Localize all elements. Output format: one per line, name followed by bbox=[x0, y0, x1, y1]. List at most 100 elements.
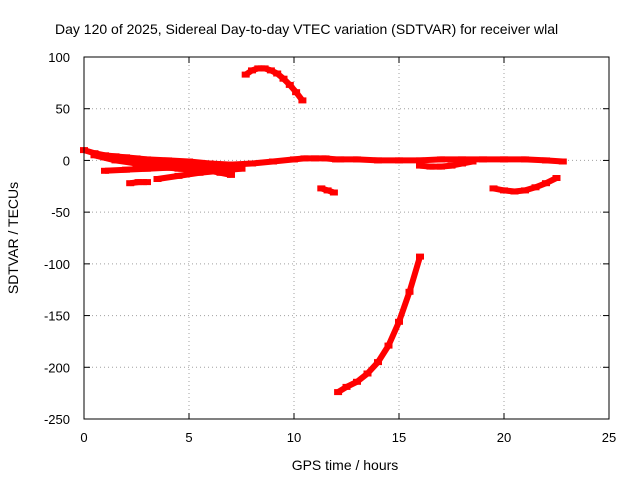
data-point bbox=[126, 180, 135, 187]
x-tick-label: 25 bbox=[602, 430, 616, 445]
data-point bbox=[290, 156, 298, 163]
data-point bbox=[132, 160, 141, 167]
data-point bbox=[237, 165, 246, 172]
data-point bbox=[468, 158, 477, 165]
x-axis-title: GPS time / hours bbox=[292, 457, 399, 473]
y-tick-label: 50 bbox=[56, 102, 70, 117]
data-point bbox=[510, 188, 519, 195]
data-point bbox=[174, 165, 183, 172]
data-point bbox=[195, 164, 204, 171]
data-point bbox=[542, 157, 550, 164]
y-tick-label: -150 bbox=[44, 309, 70, 324]
data-point bbox=[363, 370, 372, 377]
data-point bbox=[500, 187, 508, 194]
y-tick-label: -50 bbox=[51, 205, 70, 220]
data-point bbox=[174, 172, 183, 179]
data-point bbox=[329, 189, 338, 196]
data-point bbox=[292, 89, 301, 96]
data-point bbox=[143, 158, 151, 165]
data-point bbox=[185, 158, 193, 165]
x-tick-label: 15 bbox=[392, 430, 406, 445]
data-point bbox=[269, 158, 277, 165]
data-point bbox=[195, 169, 204, 176]
x-tick-label: 5 bbox=[185, 430, 192, 445]
data-point bbox=[143, 179, 151, 186]
data-point bbox=[101, 167, 109, 174]
data-point bbox=[285, 81, 294, 88]
data-point bbox=[321, 155, 330, 162]
data-point bbox=[266, 67, 275, 74]
data-point bbox=[447, 162, 456, 169]
x-tick-label: 20 bbox=[497, 430, 511, 445]
data-point bbox=[273, 70, 282, 77]
data-point bbox=[437, 156, 445, 163]
x-tick-label: 10 bbox=[287, 430, 301, 445]
plot-frame bbox=[83, 56, 610, 420]
data-point bbox=[342, 383, 351, 390]
data-point bbox=[260, 65, 269, 72]
data-series bbox=[80, 65, 567, 396]
data-point bbox=[248, 160, 256, 167]
data-point bbox=[353, 156, 361, 163]
data-point bbox=[164, 159, 172, 166]
data-point bbox=[374, 157, 382, 164]
data-point bbox=[437, 163, 445, 170]
data-point bbox=[353, 378, 361, 385]
data-point bbox=[458, 160, 466, 167]
data-point bbox=[227, 161, 235, 168]
data-point bbox=[122, 166, 130, 173]
data-point bbox=[374, 359, 382, 366]
data-point bbox=[395, 157, 403, 164]
data-point bbox=[458, 156, 466, 163]
data-point bbox=[248, 67, 256, 74]
y-axis-title: SDTVAR / TECUs bbox=[5, 182, 21, 294]
series-arc-right-flat bbox=[340, 156, 563, 165]
data-point bbox=[521, 187, 529, 194]
grid-lines bbox=[84, 57, 609, 419]
data-point bbox=[90, 152, 99, 159]
data-point bbox=[552, 175, 561, 181]
data-point bbox=[416, 253, 424, 260]
data-point bbox=[332, 156, 340, 163]
y-tick-label: 100 bbox=[48, 50, 70, 65]
y-tick-label: 0 bbox=[63, 153, 70, 168]
data-point bbox=[521, 156, 529, 163]
data-point bbox=[426, 163, 435, 170]
data-point bbox=[416, 157, 424, 164]
series-arc-deep bbox=[336, 255, 423, 395]
data-point bbox=[323, 187, 332, 194]
data-point bbox=[206, 162, 214, 169]
data-point bbox=[101, 154, 109, 161]
chart-title: Day 120 of 2025, Sidereal Day-to-day VTE… bbox=[55, 21, 558, 37]
data-point bbox=[311, 155, 319, 162]
data-point bbox=[531, 184, 540, 191]
data-point bbox=[206, 167, 214, 174]
data-point bbox=[479, 156, 487, 163]
data-point bbox=[254, 65, 263, 72]
data-point bbox=[542, 180, 550, 187]
data-point bbox=[153, 176, 162, 182]
data-point bbox=[122, 156, 130, 163]
data-point bbox=[317, 185, 326, 192]
data-point bbox=[298, 97, 307, 104]
y-tick-label: -100 bbox=[44, 257, 70, 272]
data-point bbox=[384, 342, 393, 349]
axis-ticks: 0 5 10 15 20 25 100 50 0 -50 -100 -150 -200 -250 bbox=[44, 50, 616, 445]
data-point bbox=[143, 165, 151, 172]
data-point bbox=[227, 171, 235, 178]
data-point bbox=[334, 389, 343, 396]
data-point bbox=[174, 160, 183, 167]
data-point bbox=[405, 288, 414, 295]
data-point bbox=[558, 158, 567, 165]
y-tick-label: -200 bbox=[44, 360, 70, 375]
data-point bbox=[185, 162, 193, 169]
x-tick-label: 0 bbox=[80, 430, 87, 445]
data-point bbox=[489, 185, 498, 192]
data-point bbox=[336, 156, 345, 163]
data-point bbox=[395, 318, 403, 325]
data-point bbox=[500, 156, 508, 163]
data-point bbox=[134, 179, 143, 186]
data-point bbox=[416, 162, 424, 169]
data-point bbox=[241, 71, 250, 78]
